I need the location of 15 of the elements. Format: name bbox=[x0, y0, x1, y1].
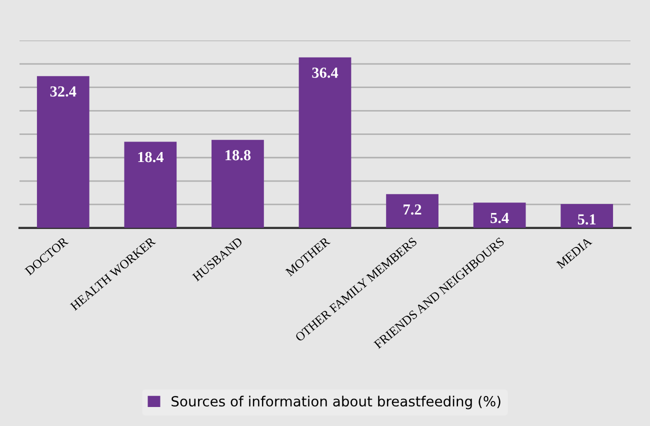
legend-label: Sources of information about breastfeeding (%) bbox=[172, 396, 500, 410]
bar bbox=[560, 204, 614, 228]
bar bbox=[473, 202, 526, 228]
data-label: 36.4 bbox=[312, 68, 338, 78]
bar bbox=[386, 194, 438, 228]
bar bbox=[298, 57, 352, 228]
data-label: 7.2 bbox=[404, 204, 422, 215]
bar bbox=[124, 142, 177, 228]
data-label: 18.8 bbox=[226, 150, 251, 160]
bar bbox=[212, 140, 264, 228]
data-label: 18.4 bbox=[138, 152, 164, 162]
bar bbox=[36, 76, 90, 228]
data-label: 32.4 bbox=[50, 86, 76, 97]
data-label: 5.1 bbox=[578, 214, 596, 225]
data-label: 5.4 bbox=[490, 212, 509, 224]
